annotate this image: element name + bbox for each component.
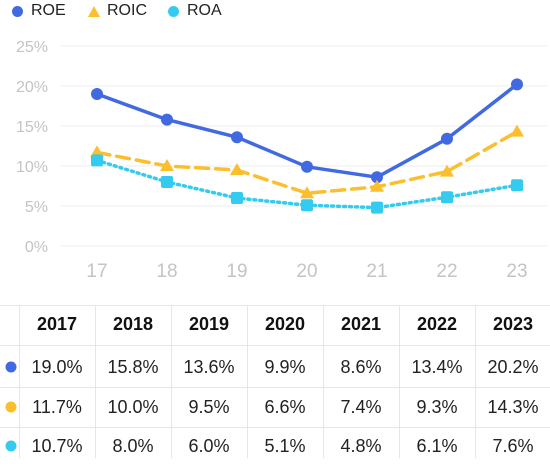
table-cell: 13.6% bbox=[183, 357, 235, 377]
table-header-cell: 2020 bbox=[264, 314, 306, 334]
data-point bbox=[231, 192, 243, 204]
chart-legend: ROE ROIC ROA bbox=[0, 0, 550, 26]
table-cell: 13.4% bbox=[411, 357, 463, 377]
data-point bbox=[231, 131, 243, 144]
x-tick-label: 17 bbox=[86, 261, 107, 282]
y-tick-label: 15% bbox=[16, 119, 48, 136]
triangle-marker-icon bbox=[88, 5, 100, 17]
table-cell: 5.1% bbox=[264, 436, 306, 456]
line-chart: 0% 5% 10% 15% 20% 25% 17 18 19 20 21 22 23 bbox=[16, 39, 548, 282]
table-divider bbox=[19, 305, 20, 458]
data-point bbox=[511, 179, 523, 192]
circle-marker-icon bbox=[5, 361, 17, 373]
circle-marker-icon bbox=[168, 5, 179, 17]
legend-item-roa: ROA bbox=[168, 2, 222, 20]
legend-item-roe: ROE bbox=[12, 2, 66, 20]
x-tick-label: 19 bbox=[226, 261, 247, 282]
data-point bbox=[441, 132, 453, 145]
data-point bbox=[301, 160, 313, 173]
legend-label: ROE bbox=[31, 2, 66, 19]
table-cell: 6.6% bbox=[264, 397, 306, 417]
y-tick-label: 20% bbox=[16, 79, 48, 96]
table-divider bbox=[95, 305, 96, 458]
data-point bbox=[510, 124, 524, 137]
y-tick-label: 5% bbox=[25, 199, 48, 216]
data-point bbox=[161, 176, 173, 188]
x-tick-label: 21 bbox=[366, 261, 387, 282]
data-point bbox=[441, 191, 453, 204]
x-tick-label: 20 bbox=[296, 261, 317, 282]
table-header-row: 2017 2018 2019 2020 2021 2022 2023 bbox=[0, 305, 550, 345]
data-point bbox=[370, 179, 384, 192]
data-point bbox=[300, 186, 314, 199]
y-tick-label: 25% bbox=[16, 39, 48, 56]
legend-label: ROIC bbox=[107, 2, 147, 19]
table-row-roic: 11.7% 10.0% 9.5% 6.6% 7.4% 9.3% 14.3% bbox=[0, 387, 550, 427]
table-cell: 7.4% bbox=[340, 397, 382, 417]
table-header-cell: 2017 bbox=[36, 314, 78, 334]
x-tick-label: 18 bbox=[156, 261, 177, 282]
table-divider bbox=[171, 305, 172, 458]
table-cell: 6.1% bbox=[416, 436, 458, 456]
table-divider bbox=[0, 305, 550, 306]
table-cell: 19.0% bbox=[31, 357, 83, 377]
table-cell: 11.7% bbox=[32, 397, 82, 417]
circle-marker-icon bbox=[5, 401, 17, 413]
x-tick-label: 23 bbox=[506, 261, 527, 282]
data-point bbox=[91, 88, 103, 100]
table-cell: 9.9% bbox=[264, 357, 306, 377]
table-divider bbox=[399, 305, 400, 458]
table-row-roe: 19.0% 15.8% 13.6% 9.9% 8.6% 13.4% 20.2% bbox=[0, 347, 550, 387]
table-cell: 9.3% bbox=[416, 397, 458, 417]
table-cell: 10.0% bbox=[107, 397, 159, 417]
y-tick-label: 0% bbox=[25, 239, 48, 256]
table-cell: 20.2% bbox=[487, 357, 539, 377]
table-divider bbox=[247, 305, 248, 458]
table-cell: 7.6% bbox=[492, 436, 534, 456]
table-cell: 9.5% bbox=[188, 397, 230, 417]
table-header-cell: 2019 bbox=[188, 314, 230, 334]
table-cell: 10.7% bbox=[31, 436, 83, 456]
table-cell: 4.8% bbox=[340, 436, 382, 456]
data-point bbox=[91, 154, 103, 167]
table-cell: 6.0% bbox=[188, 436, 230, 456]
table-header-cell: 2021 bbox=[340, 314, 382, 334]
data-point bbox=[371, 201, 383, 214]
data-point bbox=[160, 159, 174, 171]
table-divider bbox=[323, 305, 324, 458]
table-cell: 15.8% bbox=[107, 357, 159, 377]
table-row-roa: 10.7% 8.0% 6.0% 5.1% 4.8% 6.1% 7.6% bbox=[0, 426, 550, 466]
data-point bbox=[230, 163, 244, 175]
table-cell: 8.6% bbox=[340, 357, 382, 377]
data-point bbox=[440, 164, 454, 177]
table-cell: 8.0% bbox=[112, 436, 154, 456]
data-point bbox=[511, 78, 523, 91]
x-tick-label: 22 bbox=[436, 261, 457, 282]
table-header-cell: 2022 bbox=[416, 314, 458, 334]
legend-item-roic: ROIC bbox=[88, 2, 147, 20]
table-divider bbox=[475, 305, 476, 458]
legend-label: ROA bbox=[187, 2, 222, 19]
table-divider bbox=[0, 345, 550, 346]
table-divider bbox=[0, 387, 550, 388]
circle-marker-icon bbox=[12, 5, 23, 17]
table-header-cell: 2018 bbox=[112, 314, 154, 334]
y-tick-label: 10% bbox=[16, 159, 48, 176]
table-cell: 14.3% bbox=[487, 397, 539, 417]
data-point bbox=[371, 171, 383, 184]
table-header-cell: 2023 bbox=[492, 314, 534, 334]
data-point bbox=[161, 113, 173, 126]
table-divider bbox=[0, 427, 550, 428]
circle-marker-icon bbox=[5, 440, 17, 452]
data-point bbox=[301, 199, 313, 212]
